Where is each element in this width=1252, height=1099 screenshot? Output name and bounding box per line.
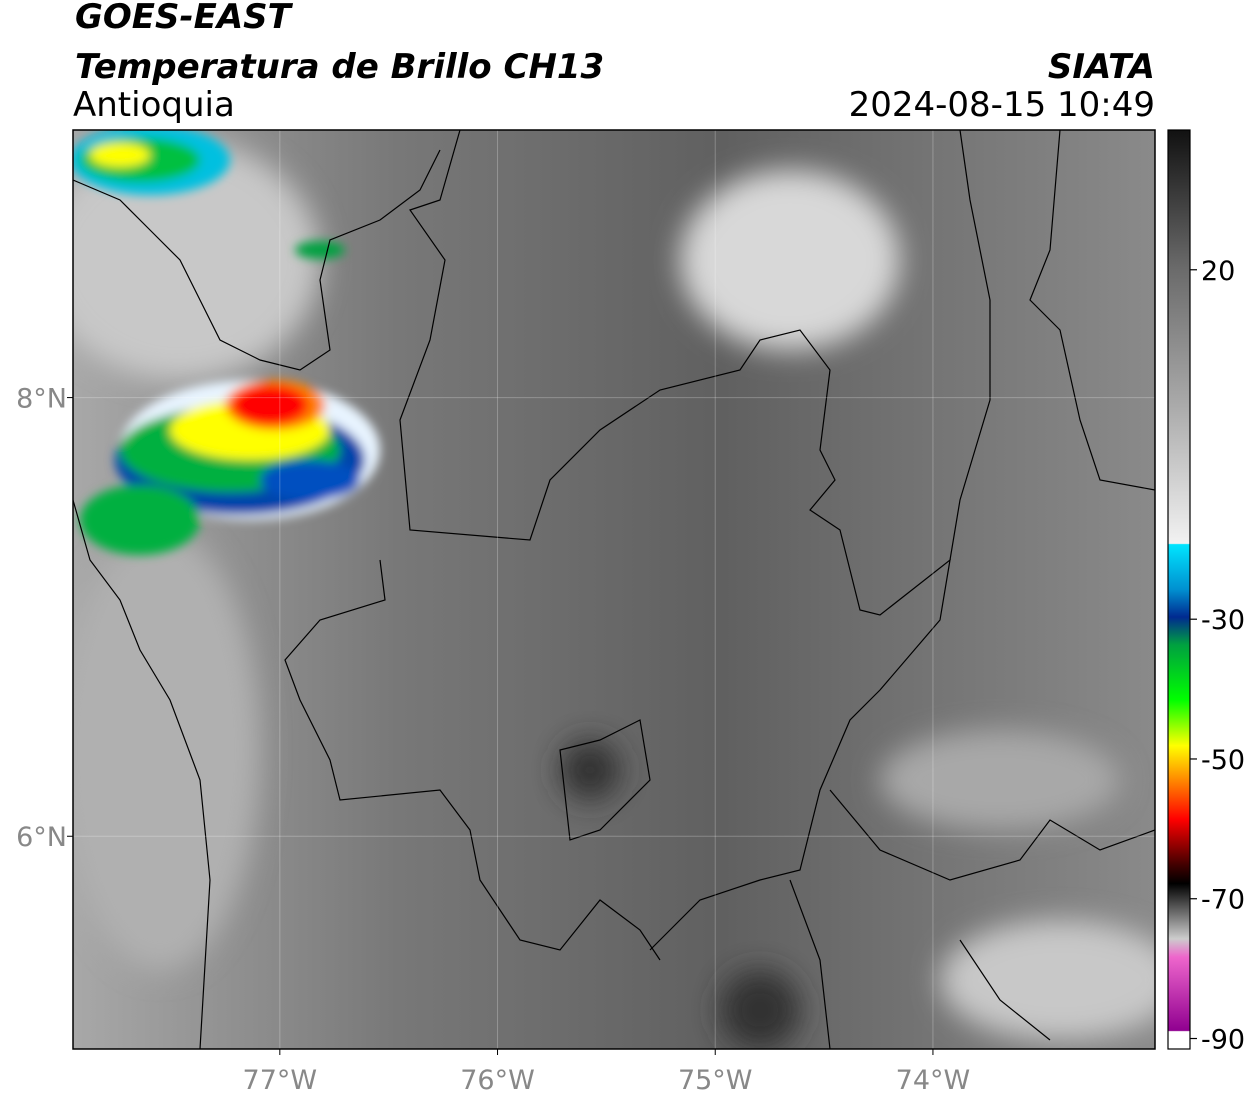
x-tick-label: 75°W: [678, 1065, 753, 1096]
source: SIATA: [1048, 47, 1155, 87]
colorbar-tick-label: -30: [1201, 605, 1245, 636]
colorbar-tick-label: -70: [1201, 885, 1245, 916]
x-tick-label: 76°W: [460, 1065, 535, 1096]
title: GOES-EAST: [75, 0, 294, 37]
region: Antioquia: [73, 85, 235, 125]
colorbar-tick-label: -50: [1201, 745, 1245, 776]
colorbar-tick-label: 20: [1201, 256, 1235, 287]
y-tick-label: 6°N: [16, 822, 67, 853]
colorbar: [1167, 129, 1191, 1050]
x-tick-label: 74°W: [896, 1065, 971, 1096]
imagery: [73, 130, 1155, 1049]
subtitle: Temperatura de Brillo CH13: [75, 47, 604, 87]
graticule: [73, 130, 1155, 1049]
y-tick-label: 8°N: [16, 384, 67, 415]
x-tick-label: 77°W: [243, 1065, 318, 1096]
colorbar-tick-label: -90: [1201, 1025, 1245, 1056]
timestamp: 2024-08-15 10:49: [849, 85, 1155, 125]
map-frame: [72, 129, 1156, 1050]
